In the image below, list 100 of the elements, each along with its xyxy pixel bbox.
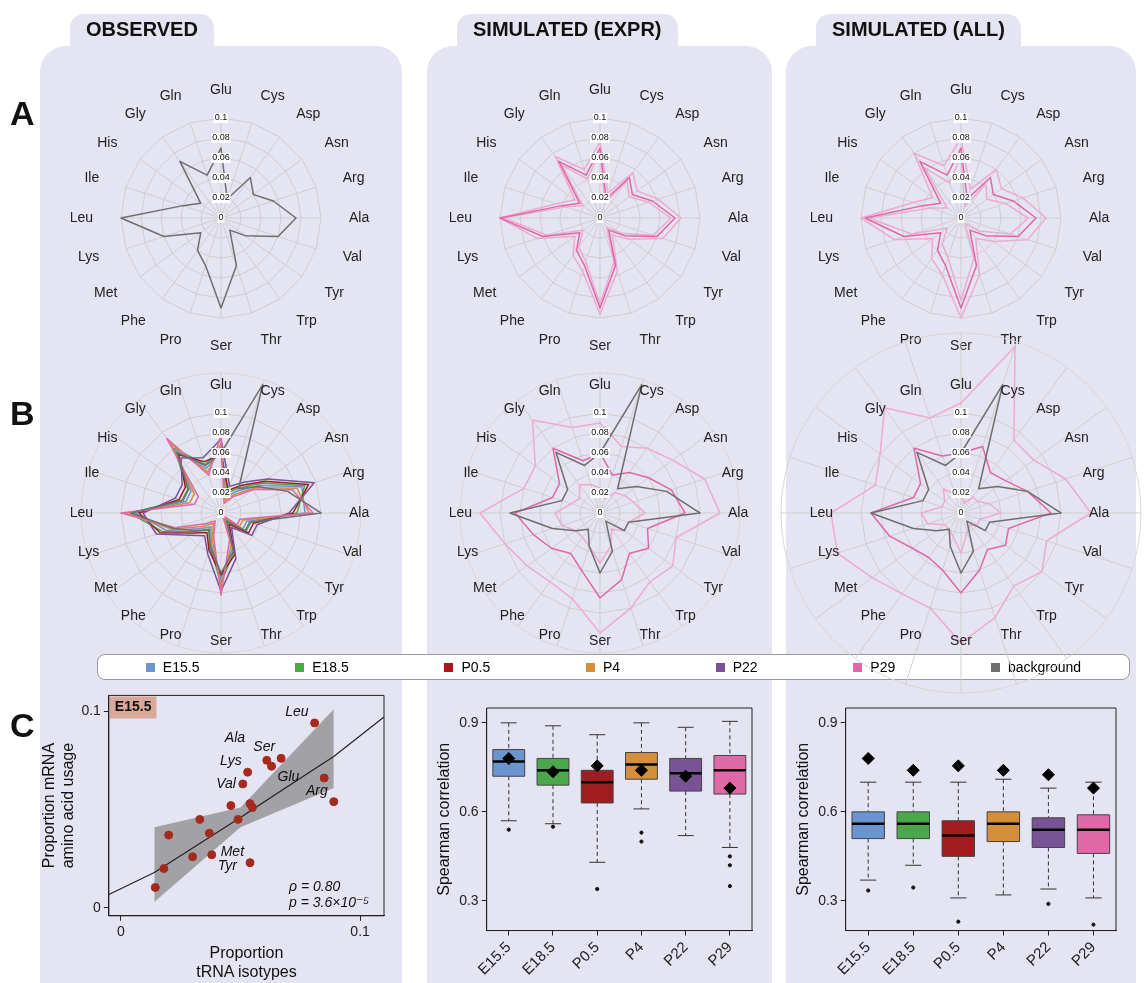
spoke-label: Cys [260,382,285,399]
spoke-label: Asp [1036,400,1061,417]
annotation: Tyr [217,856,239,873]
point [247,803,257,813]
y-axis-title: Proportion mRNA amino acid usage [40,742,77,869]
spoke-label: Arg [342,464,365,481]
spoke-label: Pro [899,625,922,642]
spoke-label: Phe [120,607,146,624]
y-tick-label: 0.04 [212,172,230,183]
point [319,773,329,783]
y-tick-label: 0.02 [212,487,230,498]
y-tick-label: 0.08 [590,427,609,438]
spoke-label: Pro [899,330,922,347]
spoke-label: Arg [342,169,365,186]
spoke-label: Ala [349,208,370,225]
y-tick-label: 0.1 [214,112,228,123]
spoke-label: Tyr [1064,579,1085,596]
y-tick-label: 0 [596,507,603,518]
y-tick-label: 0.06 [590,152,609,163]
x-tick-label: P29 [1067,937,1099,969]
y-tick-label: 0.08 [212,427,230,438]
spoke-label: Met [94,284,118,301]
point [245,858,255,868]
spoke-label: Leu [809,208,833,225]
y-tick-label: 0 [958,212,964,223]
spoke-label: Leu [69,503,93,520]
spoke-label: Asn [703,133,728,150]
annotation: Val [216,774,237,791]
legend-label: background [1006,659,1082,675]
spoke-label: Gln [899,87,922,104]
spoke-label: Met [472,579,497,596]
y-tick-label: 0.1 [214,407,228,418]
spoke-label: Ser [588,631,611,648]
y-tick-label: 0.02 [952,192,970,203]
spoke-label: Gly [503,105,525,122]
spoke-label: His [475,428,496,445]
spoke-label: Tyr [703,284,723,301]
spoke-label: Leu [69,208,93,225]
spoke-label: Leu [448,208,472,225]
spoke-label: Glu [210,80,232,97]
y-tick-label: 0.08 [952,427,970,438]
spoke-label: Tyr [324,579,345,596]
x-tick-label: P4 [621,937,647,963]
y-tick-label: 0.08 [590,132,609,143]
y-tick-label: 0 [596,212,603,223]
spoke-label: His [97,428,118,445]
y-tick-label: 0.1 [954,407,968,418]
point [204,828,214,838]
y-tick-label: 0.1 [593,407,606,418]
spoke-label: Trp [296,312,317,329]
y-tick-label: 0.08 [212,132,230,143]
spoke-label: Met [834,579,858,596]
spoke-label: Phe [499,312,525,329]
spoke-label: His [837,428,858,445]
spoke-label: Gln [159,382,182,399]
point [238,779,248,789]
spoke-label: Pro [159,625,182,642]
spoke-label: Tyr [703,579,723,596]
spoke-label: Met [94,579,118,596]
spoke-label: Arg [1082,169,1105,186]
spoke-label: Phe [860,312,886,329]
spoke-label: Glu [950,375,972,392]
y-tick-label: 0.9 [459,713,479,730]
y-tick-label: 0.06 [212,152,230,163]
point [723,781,737,795]
y-tick-label: 0.1 [593,112,606,123]
spoke-label: Ser [210,631,233,648]
spoke-label: Gln [159,87,182,104]
spoke-label: Val [721,543,741,560]
spoke-label: Thr [1000,625,1022,642]
y-tick-label: 0.02 [212,192,230,203]
y-tick-label: 0.3 [459,891,479,908]
spoke-label: Phe [499,607,525,624]
x-tick-label: P4 [983,937,1009,963]
spoke-label: Val [1082,543,1102,560]
spoke-label: Pro [159,330,182,347]
spoke-label: Met [472,284,497,301]
spoke-label: Val [342,543,362,560]
y-tick-label: 0.02 [590,192,609,203]
spoke-label: Asn [703,428,728,445]
spoke-label: Gln [899,382,922,399]
spoke-label: Ala [727,503,748,520]
y-tick-label: 0 [218,212,224,223]
y-tick-label: 0.1 [954,112,968,123]
spoke-label: Trp [674,312,696,329]
point [996,763,1010,777]
spoke-label: Asn [1064,428,1089,445]
point [267,761,277,771]
text: C [10,706,35,745]
annotation: Met [220,842,246,859]
spoke-label: Tyr [324,284,345,301]
spoke-label: Ile [462,169,478,186]
point [195,814,205,824]
annotation: p = 3.6×10⁻⁵ [288,893,370,910]
legend-label: P4 [601,659,621,675]
spoke-label: Lys [456,543,478,560]
y-tick-label: 0.9 [818,713,838,730]
spoke-label: Lys [77,248,100,265]
spoke-label: Glu [210,375,232,392]
x-tick-label: P29 [704,937,735,969]
